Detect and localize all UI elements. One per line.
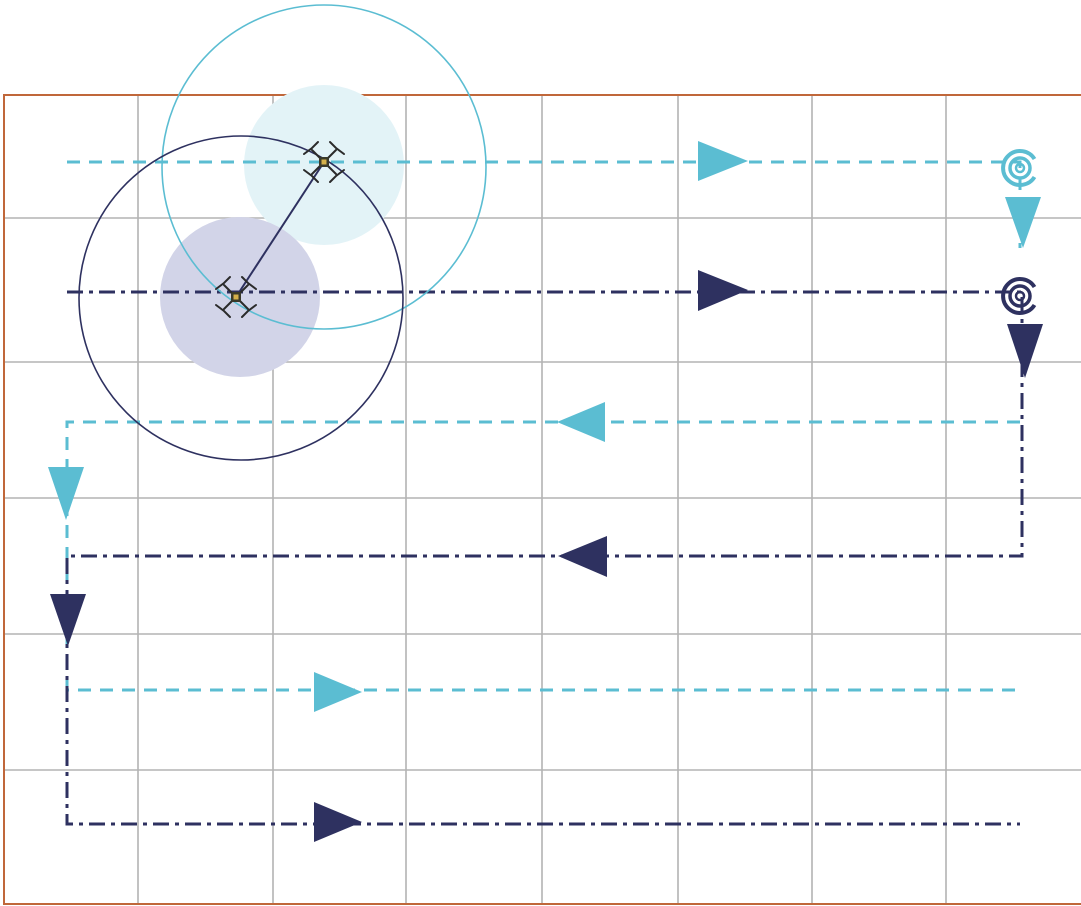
concentric-target-icon (1001, 149, 1037, 187)
grid-lines (4, 95, 1081, 904)
sweep-path-dark (65, 290, 1024, 826)
triangle-arrow-icon (557, 402, 605, 442)
triangle-arrow-icon (48, 467, 84, 520)
path-light-row-1 (67, 160, 1022, 248)
triangle-arrow-icon (698, 270, 748, 311)
drone-link (235, 161, 325, 298)
triangle-arrow-icon (1005, 197, 1041, 248)
triangle-arrow-icon (314, 802, 362, 842)
triangle-arrow-icon (558, 536, 607, 577)
area-border (3, 94, 1081, 905)
path-arrows (48, 141, 1043, 842)
triangle-arrow-icon (314, 672, 362, 712)
path-dark-row-2 (65, 290, 1024, 826)
triangle-arrow-icon (1007, 324, 1043, 378)
path-light-row-3 (65, 420, 1020, 692)
triangle-arrow-icon (50, 594, 86, 646)
grid-layer (3, 94, 1081, 905)
triangle-arrow-icon (698, 141, 748, 181)
concentric-target-icon (1001, 277, 1037, 315)
comm-range-dark (78, 135, 404, 461)
coverage-discs (160, 85, 404, 377)
comm-range-light (161, 4, 487, 330)
communication-ranges (78, 4, 487, 461)
sweep-path-light (65, 160, 1022, 692)
